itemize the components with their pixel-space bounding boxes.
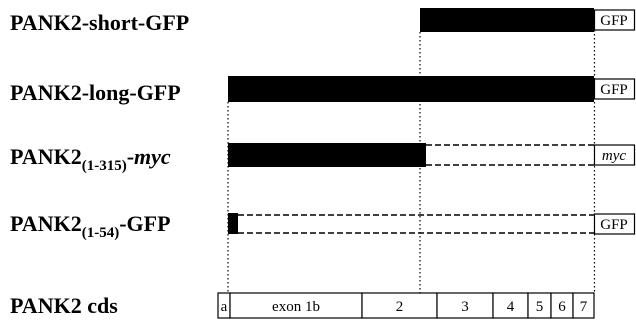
exon-label: exon 1b (272, 299, 320, 315)
tag-box (593, 213, 636, 235)
tag-label: GFP (600, 217, 628, 233)
label-part: myc (134, 144, 171, 169)
construct-label: PANK2-long-GFP (10, 80, 181, 105)
label-subscript: (1-54) (82, 225, 120, 241)
label-subscript: (1-315) (82, 158, 127, 174)
exon-box (492, 292, 529, 319)
label-part: - (127, 144, 134, 169)
exon-label: 4 (507, 299, 515, 315)
construct-label: PANK2(1-54)-GFP (10, 211, 171, 241)
tag-label: myc (602, 148, 626, 164)
construct-label: PANK2-short-GFP (10, 10, 189, 35)
tag-label: GFP (600, 82, 628, 98)
exon-row: a exon 1b 2 3 4 5 6 7 (217, 292, 595, 319)
tag-box (593, 78, 636, 100)
cds-label: PANK2 cds (10, 293, 118, 318)
construct-label: PANK2(1-315)-myc (10, 144, 171, 174)
exon-label: 7 (580, 299, 588, 315)
exon-label: 5 (536, 299, 544, 315)
bar (420, 8, 594, 32)
tag-box (593, 144, 636, 166)
label-part: PANK2 (10, 211, 82, 236)
exon-label: 6 (558, 299, 566, 315)
bar (228, 143, 426, 167)
tag-label: GFP (600, 13, 628, 29)
exon-box (572, 292, 595, 319)
bar (228, 213, 238, 234)
exon-box (361, 292, 438, 319)
exon-label: 3 (461, 299, 469, 315)
exon-label: 2 (396, 299, 404, 315)
label-part: PANK2 (10, 144, 82, 169)
label-part: -GFP (119, 211, 170, 236)
tag-box (593, 9, 636, 31)
bar (228, 76, 594, 102)
exon-label: a (221, 299, 228, 315)
